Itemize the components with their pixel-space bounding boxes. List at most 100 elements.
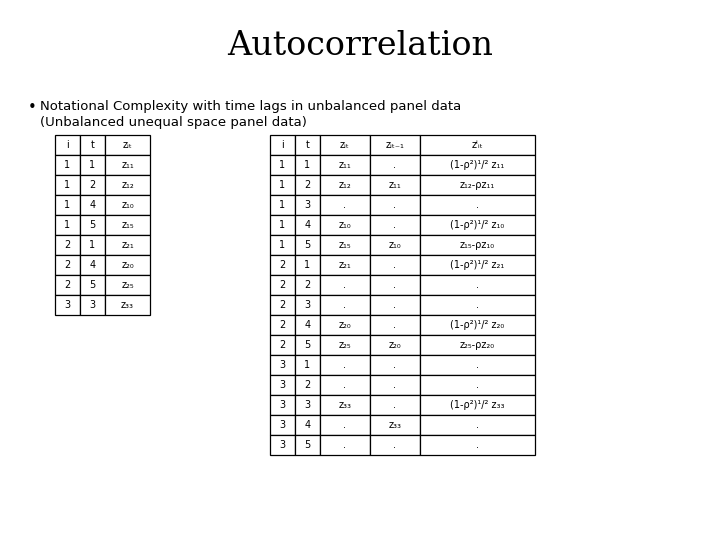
Bar	[320, 295, 370, 315]
Text: i: i	[281, 140, 284, 150]
Text: .: .	[476, 380, 479, 390]
Bar	[295, 355, 320, 375]
Text: 2: 2	[64, 260, 71, 270]
Bar	[295, 395, 320, 415]
Bar	[80, 215, 105, 235]
Text: (Unbalanced unequal space panel data): (Unbalanced unequal space panel data)	[40, 116, 307, 129]
Text: 2: 2	[305, 180, 310, 190]
Bar	[370, 275, 420, 295]
Bar	[420, 195, 535, 215]
Text: 5: 5	[305, 340, 310, 350]
Text: z₁₅-ρz₁₀: z₁₅-ρz₁₀	[460, 240, 495, 250]
Text: z₁₀: z₁₀	[338, 220, 351, 230]
Bar	[320, 275, 370, 295]
Text: .: .	[476, 360, 479, 370]
Text: 3: 3	[64, 300, 71, 310]
Text: z₂₅-ρz₂₀: z₂₅-ρz₂₀	[460, 340, 495, 350]
Text: i: i	[66, 140, 69, 150]
Text: .: .	[476, 420, 479, 430]
Text: 2: 2	[305, 280, 310, 290]
Text: 1: 1	[279, 160, 286, 170]
Bar	[370, 435, 420, 455]
Bar	[370, 295, 420, 315]
Text: z₃₃: z₃₃	[389, 420, 402, 430]
Bar	[270, 195, 295, 215]
Bar	[270, 215, 295, 235]
Text: 3: 3	[305, 400, 310, 410]
Text: z₃₃: z₃₃	[121, 300, 134, 310]
Bar	[55, 255, 80, 275]
Text: 1: 1	[279, 240, 286, 250]
Text: 1: 1	[279, 180, 286, 190]
Text: .: .	[476, 440, 479, 450]
Bar	[270, 235, 295, 255]
Bar	[55, 295, 80, 315]
Bar	[420, 175, 535, 195]
Text: 5: 5	[305, 440, 310, 450]
Bar	[370, 235, 420, 255]
Text: 4: 4	[305, 220, 310, 230]
Bar	[420, 355, 535, 375]
Bar	[295, 135, 320, 155]
Text: 2: 2	[279, 320, 286, 330]
Bar	[420, 335, 535, 355]
Bar	[105, 195, 150, 215]
Bar	[80, 195, 105, 215]
Bar	[320, 175, 370, 195]
Text: z₁₅: z₁₅	[338, 240, 351, 250]
Text: .: .	[476, 200, 479, 210]
Text: 4: 4	[89, 200, 96, 210]
Bar	[270, 135, 295, 155]
Text: .: .	[394, 200, 397, 210]
Bar	[370, 335, 420, 355]
Text: (1-ρ²)¹/² z₂₁: (1-ρ²)¹/² z₂₁	[451, 260, 505, 270]
Text: z₁₀: z₁₀	[389, 240, 401, 250]
Text: 1: 1	[305, 260, 310, 270]
Text: z₁₀: z₁₀	[121, 200, 134, 210]
Bar	[270, 395, 295, 415]
Text: 2: 2	[279, 340, 286, 350]
Bar	[320, 195, 370, 215]
Text: Notational Complexity with time lags in unbalanced panel data: Notational Complexity with time lags in …	[40, 100, 462, 113]
Text: .: .	[394, 320, 397, 330]
Bar	[295, 435, 320, 455]
Bar	[80, 295, 105, 315]
Text: z₂₁: z₂₁	[121, 240, 134, 250]
Text: 3: 3	[305, 300, 310, 310]
Bar	[420, 215, 535, 235]
Text: 5: 5	[305, 240, 310, 250]
Bar	[420, 435, 535, 455]
Text: .: .	[394, 300, 397, 310]
Bar	[420, 315, 535, 335]
Bar	[420, 255, 535, 275]
Text: z₂₅: z₂₅	[338, 340, 351, 350]
Bar	[370, 155, 420, 175]
Bar	[320, 355, 370, 375]
Text: z₂₀: z₂₀	[389, 340, 401, 350]
Text: .: .	[343, 360, 346, 370]
Bar	[295, 315, 320, 335]
Bar	[320, 155, 370, 175]
Bar	[370, 255, 420, 275]
Text: 1: 1	[279, 220, 286, 230]
Bar	[420, 395, 535, 415]
Bar	[270, 295, 295, 315]
Text: 1: 1	[279, 200, 286, 210]
Bar	[295, 415, 320, 435]
Bar	[370, 375, 420, 395]
Bar	[320, 395, 370, 415]
Bar	[105, 235, 150, 255]
Text: .: .	[394, 280, 397, 290]
Bar	[370, 355, 420, 375]
Bar	[80, 155, 105, 175]
Bar	[55, 135, 80, 155]
Text: .: .	[476, 280, 479, 290]
Text: 3: 3	[305, 200, 310, 210]
Text: 3: 3	[279, 420, 286, 430]
Bar	[55, 275, 80, 295]
Bar	[420, 375, 535, 395]
Text: .: .	[394, 260, 397, 270]
Text: z₁₁: z₁₁	[338, 160, 351, 170]
Text: •: •	[28, 100, 37, 115]
Bar	[270, 435, 295, 455]
